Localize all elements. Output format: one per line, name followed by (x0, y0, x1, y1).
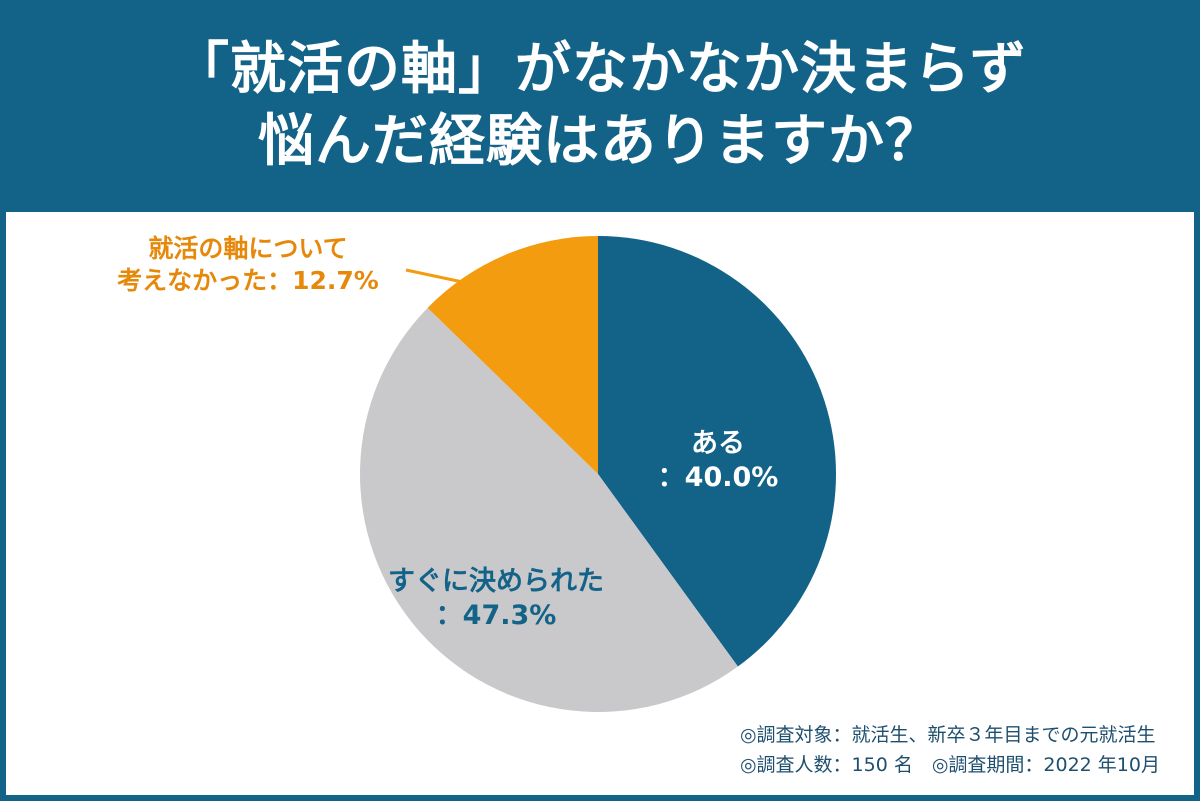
label-yes-line-1: ある (691, 428, 745, 459)
label-yes-line-2: ：40.0% (658, 462, 779, 493)
label-yes: ある：40.0% (658, 428, 779, 493)
title-banner: 「就活の軸」がなかなか決まらず 悩んだ経験はありますか？ (0, 0, 1200, 212)
chart-panel: ある：40.0% すぐに決められた：47.3% 就活の軸について考えなかった：12.… (6, 212, 1194, 795)
footnote-target: ◎調査対象：就活生、新卒３年目までの元就活生 (739, 724, 1156, 746)
title-line-2: 悩んだ経験はありますか？ (258, 109, 942, 174)
footnote-count-period: ◎調査人数：150 名 ◎調査期間：2022 年10月 (739, 754, 1160, 776)
label-decided-line-1: すぐに決められた (388, 566, 604, 597)
leader-line (405, 268, 473, 286)
label-not-considered: 就活の軸について考えなかった：12.7% (117, 234, 379, 295)
survey-footnote: ◎調査対象：就活生、新卒３年目までの元就活生 ◎調査人数：150 名 ◎調査期間… (740, 720, 1160, 780)
label-decided-line-2: ：47.3% (436, 600, 557, 631)
slice-decided (359, 307, 738, 713)
label-not-considered-line-1: 就活の軸について (148, 234, 347, 263)
label-not-considered-line-2: 考えなかった：12.7% (117, 266, 379, 295)
title-line-1: 「就活の軸」がなかなか決まらず (173, 37, 1027, 102)
label-decided: すぐに決められた：47.3% (388, 566, 604, 631)
slice-not-considered (427, 236, 598, 474)
pie-chart: ある：40.0% すぐに決められた：47.3% 就活の軸について考えなかった：12.… (117, 234, 836, 713)
slice-yes (598, 236, 836, 667)
